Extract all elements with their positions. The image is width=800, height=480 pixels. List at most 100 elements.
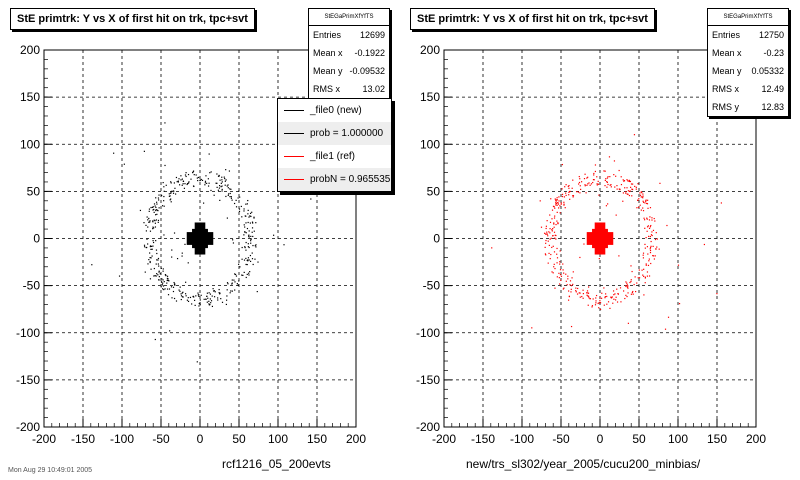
- ring-point: [187, 297, 189, 299]
- ring-point: [550, 237, 552, 239]
- ring-point: [584, 184, 586, 186]
- ring-point: [153, 203, 156, 205]
- ring-point: [597, 183, 600, 185]
- ring-point: [217, 297, 219, 299]
- ring-point: [643, 219, 646, 221]
- ring-point: [205, 175, 207, 177]
- ring-point: [163, 205, 165, 207]
- ring-point: [238, 210, 241, 213]
- ring-point: [241, 216, 243, 218]
- ring-point: [548, 252, 550, 254]
- ring-point: [246, 263, 248, 266]
- ring-point: [176, 181, 178, 183]
- ring-point: [648, 227, 651, 230]
- ring-point: [563, 272, 565, 274]
- ring-point: [630, 293, 633, 295]
- ring-point: [648, 260, 650, 262]
- ring-point: [162, 268, 164, 270]
- ring-point: [175, 193, 177, 195]
- ring-point: [594, 170, 596, 173]
- y-tick-label: -150: [16, 373, 40, 387]
- ring-point: [200, 294, 202, 296]
- ring-point: [231, 290, 233, 292]
- ring-point: [245, 222, 247, 224]
- ring-point: [155, 249, 158, 251]
- x-tick-label: 150: [307, 432, 327, 446]
- ring-point: [182, 180, 184, 182]
- ring-point: [241, 246, 243, 249]
- ring-point: [556, 276, 558, 278]
- ring-point: [644, 277, 646, 279]
- ring-point: [570, 288, 572, 290]
- ring-point: [604, 297, 606, 299]
- ring-point: [151, 206, 154, 208]
- ring-point: [247, 243, 249, 245]
- ring-point: [550, 198, 552, 200]
- ring-point: [240, 205, 242, 208]
- left-stats-row-meanx: Mean x -0.1922: [313, 48, 385, 58]
- ring-point: [651, 217, 653, 219]
- ring-point: [155, 206, 157, 209]
- y-tick-label: -150: [416, 373, 440, 387]
- ring-point: [558, 283, 561, 285]
- ring-point: [565, 184, 567, 186]
- ring-point: [230, 290, 232, 292]
- right-plot-title: StE primtrk: Y vs X of first hit on trk,…: [410, 8, 655, 30]
- ring-point: [652, 229, 655, 231]
- ring-point: [197, 176, 200, 179]
- ring-point: [173, 283, 176, 285]
- y-tick-label: -100: [416, 326, 440, 340]
- ring-point: [571, 277, 573, 279]
- ring-point: [553, 251, 556, 253]
- right-stats-row-entries: Entries 12750: [712, 30, 784, 40]
- ring-point: [553, 217, 556, 219]
- ring-point: [238, 190, 240, 192]
- ring-point: [568, 194, 570, 196]
- ring-point: [590, 183, 593, 185]
- outlier-point: [553, 223, 555, 225]
- ring-point: [642, 195, 644, 197]
- ring-point: [581, 181, 583, 183]
- outlier-point: [633, 134, 636, 136]
- ring-point: [185, 295, 187, 297]
- ring-point: [149, 260, 151, 263]
- ring-point: [584, 173, 586, 175]
- ring-point: [622, 192, 624, 194]
- ring-point: [162, 288, 164, 290]
- ring-point: [156, 273, 158, 275]
- ring-point: [206, 295, 208, 297]
- ring-point: [162, 282, 164, 284]
- ring-point: [253, 216, 255, 218]
- ring-point: [144, 271, 146, 273]
- y-tick-label: 0: [433, 232, 440, 246]
- ring-point: [556, 220, 558, 222]
- ring-point: [626, 187, 628, 189]
- ring-point: [558, 277, 560, 279]
- ring-point: [642, 254, 644, 256]
- ring-point: [220, 186, 222, 188]
- ring-point: [249, 215, 251, 217]
- ring-point: [239, 196, 241, 198]
- ring-point: [171, 190, 173, 192]
- ring-point: [651, 231, 653, 233]
- outlier-point: [607, 203, 609, 205]
- ring-point: [567, 299, 570, 301]
- ring-point: [218, 288, 220, 291]
- ring-point: [155, 197, 157, 199]
- ring-point: [255, 244, 257, 246]
- ring-point: [231, 283, 233, 285]
- ring-point: [596, 184, 598, 186]
- ring-point: [645, 199, 647, 201]
- ring-point: [213, 296, 216, 298]
- legend-line-probn: [284, 179, 304, 180]
- y-tick-label: 50: [427, 184, 441, 198]
- ring-point: [629, 180, 631, 183]
- ring-point: [148, 208, 151, 210]
- ring-point: [217, 175, 220, 177]
- outlier-point: [570, 325, 573, 328]
- right-stats-name: StEGaPrimXfYfTS: [708, 9, 788, 26]
- ring-point: [604, 184, 606, 187]
- ring-point: [654, 220, 656, 222]
- ring-point: [147, 219, 149, 221]
- ring-point: [227, 194, 229, 196]
